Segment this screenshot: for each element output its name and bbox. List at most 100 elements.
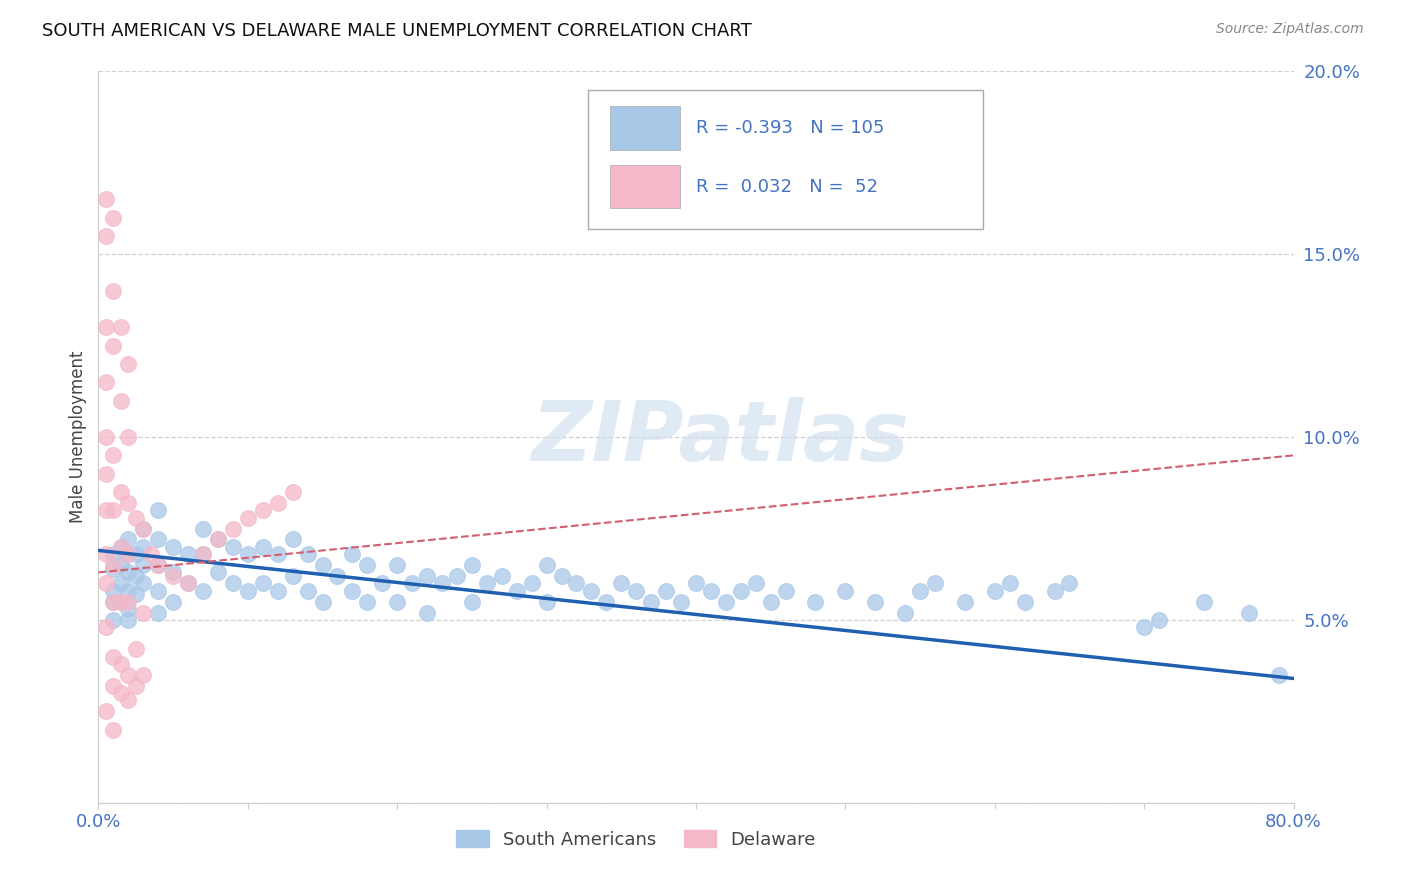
Point — [110, 686, 132, 700]
Point — [252, 503, 274, 517]
Point — [1014, 594, 1036, 608]
Point — [125, 642, 148, 657]
Point — [132, 576, 155, 591]
Point — [177, 576, 200, 591]
Point — [745, 576, 768, 591]
Point — [416, 606, 439, 620]
Point — [117, 566, 139, 580]
Point — [103, 448, 125, 462]
FancyBboxPatch shape — [610, 106, 681, 150]
Point — [117, 533, 139, 547]
Point — [984, 583, 1007, 598]
Point — [1237, 606, 1260, 620]
Y-axis label: Male Unemployment: Male Unemployment — [69, 351, 87, 524]
Point — [685, 576, 707, 591]
Point — [550, 569, 572, 583]
Point — [94, 503, 117, 517]
Point — [177, 547, 200, 561]
Text: SOUTH AMERICAN VS DELAWARE MALE UNEMPLOYMENT CORRELATION CHART: SOUTH AMERICAN VS DELAWARE MALE UNEMPLOY… — [42, 22, 752, 40]
Point — [267, 547, 290, 561]
Point — [356, 558, 378, 573]
Point — [94, 375, 117, 389]
Point — [117, 667, 139, 681]
Point — [281, 533, 304, 547]
Point — [834, 583, 856, 598]
Point — [536, 594, 558, 608]
Point — [1192, 594, 1215, 608]
Point — [148, 606, 170, 620]
Point — [669, 594, 692, 608]
Point — [162, 540, 184, 554]
Point — [132, 606, 155, 620]
Point — [342, 547, 364, 561]
Point — [191, 547, 214, 561]
Point — [125, 587, 148, 601]
Point — [506, 583, 529, 598]
Point — [117, 583, 139, 598]
Point — [475, 576, 498, 591]
Point — [110, 558, 132, 573]
Point — [103, 649, 125, 664]
Point — [267, 496, 290, 510]
Point — [148, 558, 170, 573]
Point — [236, 583, 259, 598]
Point — [191, 583, 214, 598]
Point — [536, 558, 558, 573]
Point — [953, 594, 976, 608]
Text: R = -0.393   N = 105: R = -0.393 N = 105 — [696, 120, 884, 137]
Point — [416, 569, 439, 583]
Point — [222, 576, 245, 591]
Point — [446, 569, 468, 583]
Point — [804, 594, 827, 608]
Point — [103, 562, 125, 576]
Point — [103, 679, 125, 693]
Point — [267, 583, 290, 598]
Point — [714, 594, 737, 608]
Point — [626, 583, 648, 598]
Point — [998, 576, 1021, 591]
Point — [110, 320, 132, 334]
Point — [103, 723, 125, 737]
Point — [94, 576, 117, 591]
Point — [110, 393, 132, 408]
Point — [207, 533, 229, 547]
Point — [520, 576, 543, 591]
Point — [297, 547, 319, 561]
Point — [110, 540, 132, 554]
Point — [236, 510, 259, 524]
Point — [94, 705, 117, 719]
Point — [110, 485, 132, 500]
Point — [1059, 576, 1081, 591]
Point — [865, 594, 887, 608]
Point — [117, 357, 139, 371]
Point — [110, 594, 132, 608]
Point — [311, 594, 333, 608]
Point — [595, 594, 617, 608]
Point — [222, 521, 245, 535]
Point — [125, 679, 148, 693]
Point — [207, 566, 229, 580]
Point — [125, 547, 148, 561]
Point — [207, 533, 229, 547]
Point — [401, 576, 423, 591]
Point — [191, 521, 214, 535]
Point — [385, 558, 409, 573]
Point — [132, 558, 155, 573]
Point — [94, 620, 117, 634]
Point — [162, 566, 184, 580]
FancyBboxPatch shape — [589, 89, 983, 228]
Point — [117, 547, 139, 561]
Point — [103, 211, 125, 225]
Point — [103, 594, 125, 608]
Point — [148, 503, 170, 517]
Point — [461, 558, 484, 573]
Point — [371, 576, 394, 591]
Point — [1147, 613, 1170, 627]
Point — [103, 547, 125, 561]
Point — [132, 521, 155, 535]
Point — [117, 430, 139, 444]
Point — [94, 467, 117, 481]
Point — [281, 569, 304, 583]
Point — [132, 667, 155, 681]
Point — [148, 533, 170, 547]
